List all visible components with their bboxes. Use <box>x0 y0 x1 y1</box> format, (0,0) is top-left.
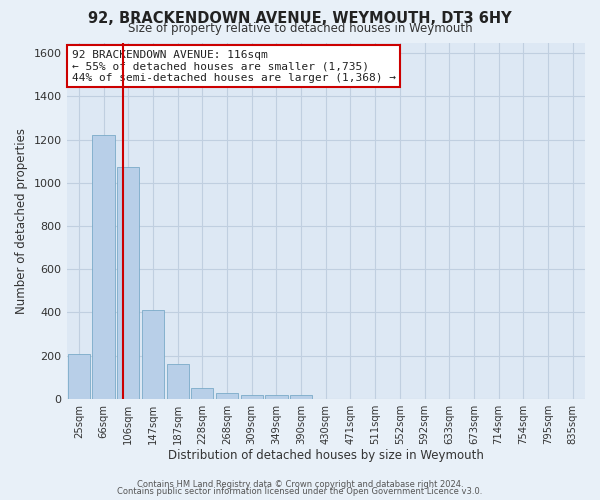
Y-axis label: Number of detached properties: Number of detached properties <box>15 128 28 314</box>
Bar <box>92 136 115 398</box>
Bar <box>167 364 189 398</box>
Bar <box>142 310 164 398</box>
Text: Size of property relative to detached houses in Weymouth: Size of property relative to detached ho… <box>128 22 472 35</box>
X-axis label: Distribution of detached houses by size in Weymouth: Distribution of detached houses by size … <box>168 450 484 462</box>
Text: 92 BRACKENDOWN AVENUE: 116sqm
← 55% of detached houses are smaller (1,735)
44% o: 92 BRACKENDOWN AVENUE: 116sqm ← 55% of d… <box>72 50 396 83</box>
Text: 92, BRACKENDOWN AVENUE, WEYMOUTH, DT3 6HY: 92, BRACKENDOWN AVENUE, WEYMOUTH, DT3 6H… <box>88 11 512 26</box>
Bar <box>68 354 90 399</box>
Text: Contains public sector information licensed under the Open Government Licence v3: Contains public sector information licen… <box>118 487 482 496</box>
Bar <box>265 396 287 398</box>
Text: Contains HM Land Registry data © Crown copyright and database right 2024.: Contains HM Land Registry data © Crown c… <box>137 480 463 489</box>
Bar <box>216 394 238 398</box>
Bar <box>241 396 263 398</box>
Bar <box>191 388 214 398</box>
Bar <box>290 396 312 398</box>
Bar <box>117 166 139 398</box>
